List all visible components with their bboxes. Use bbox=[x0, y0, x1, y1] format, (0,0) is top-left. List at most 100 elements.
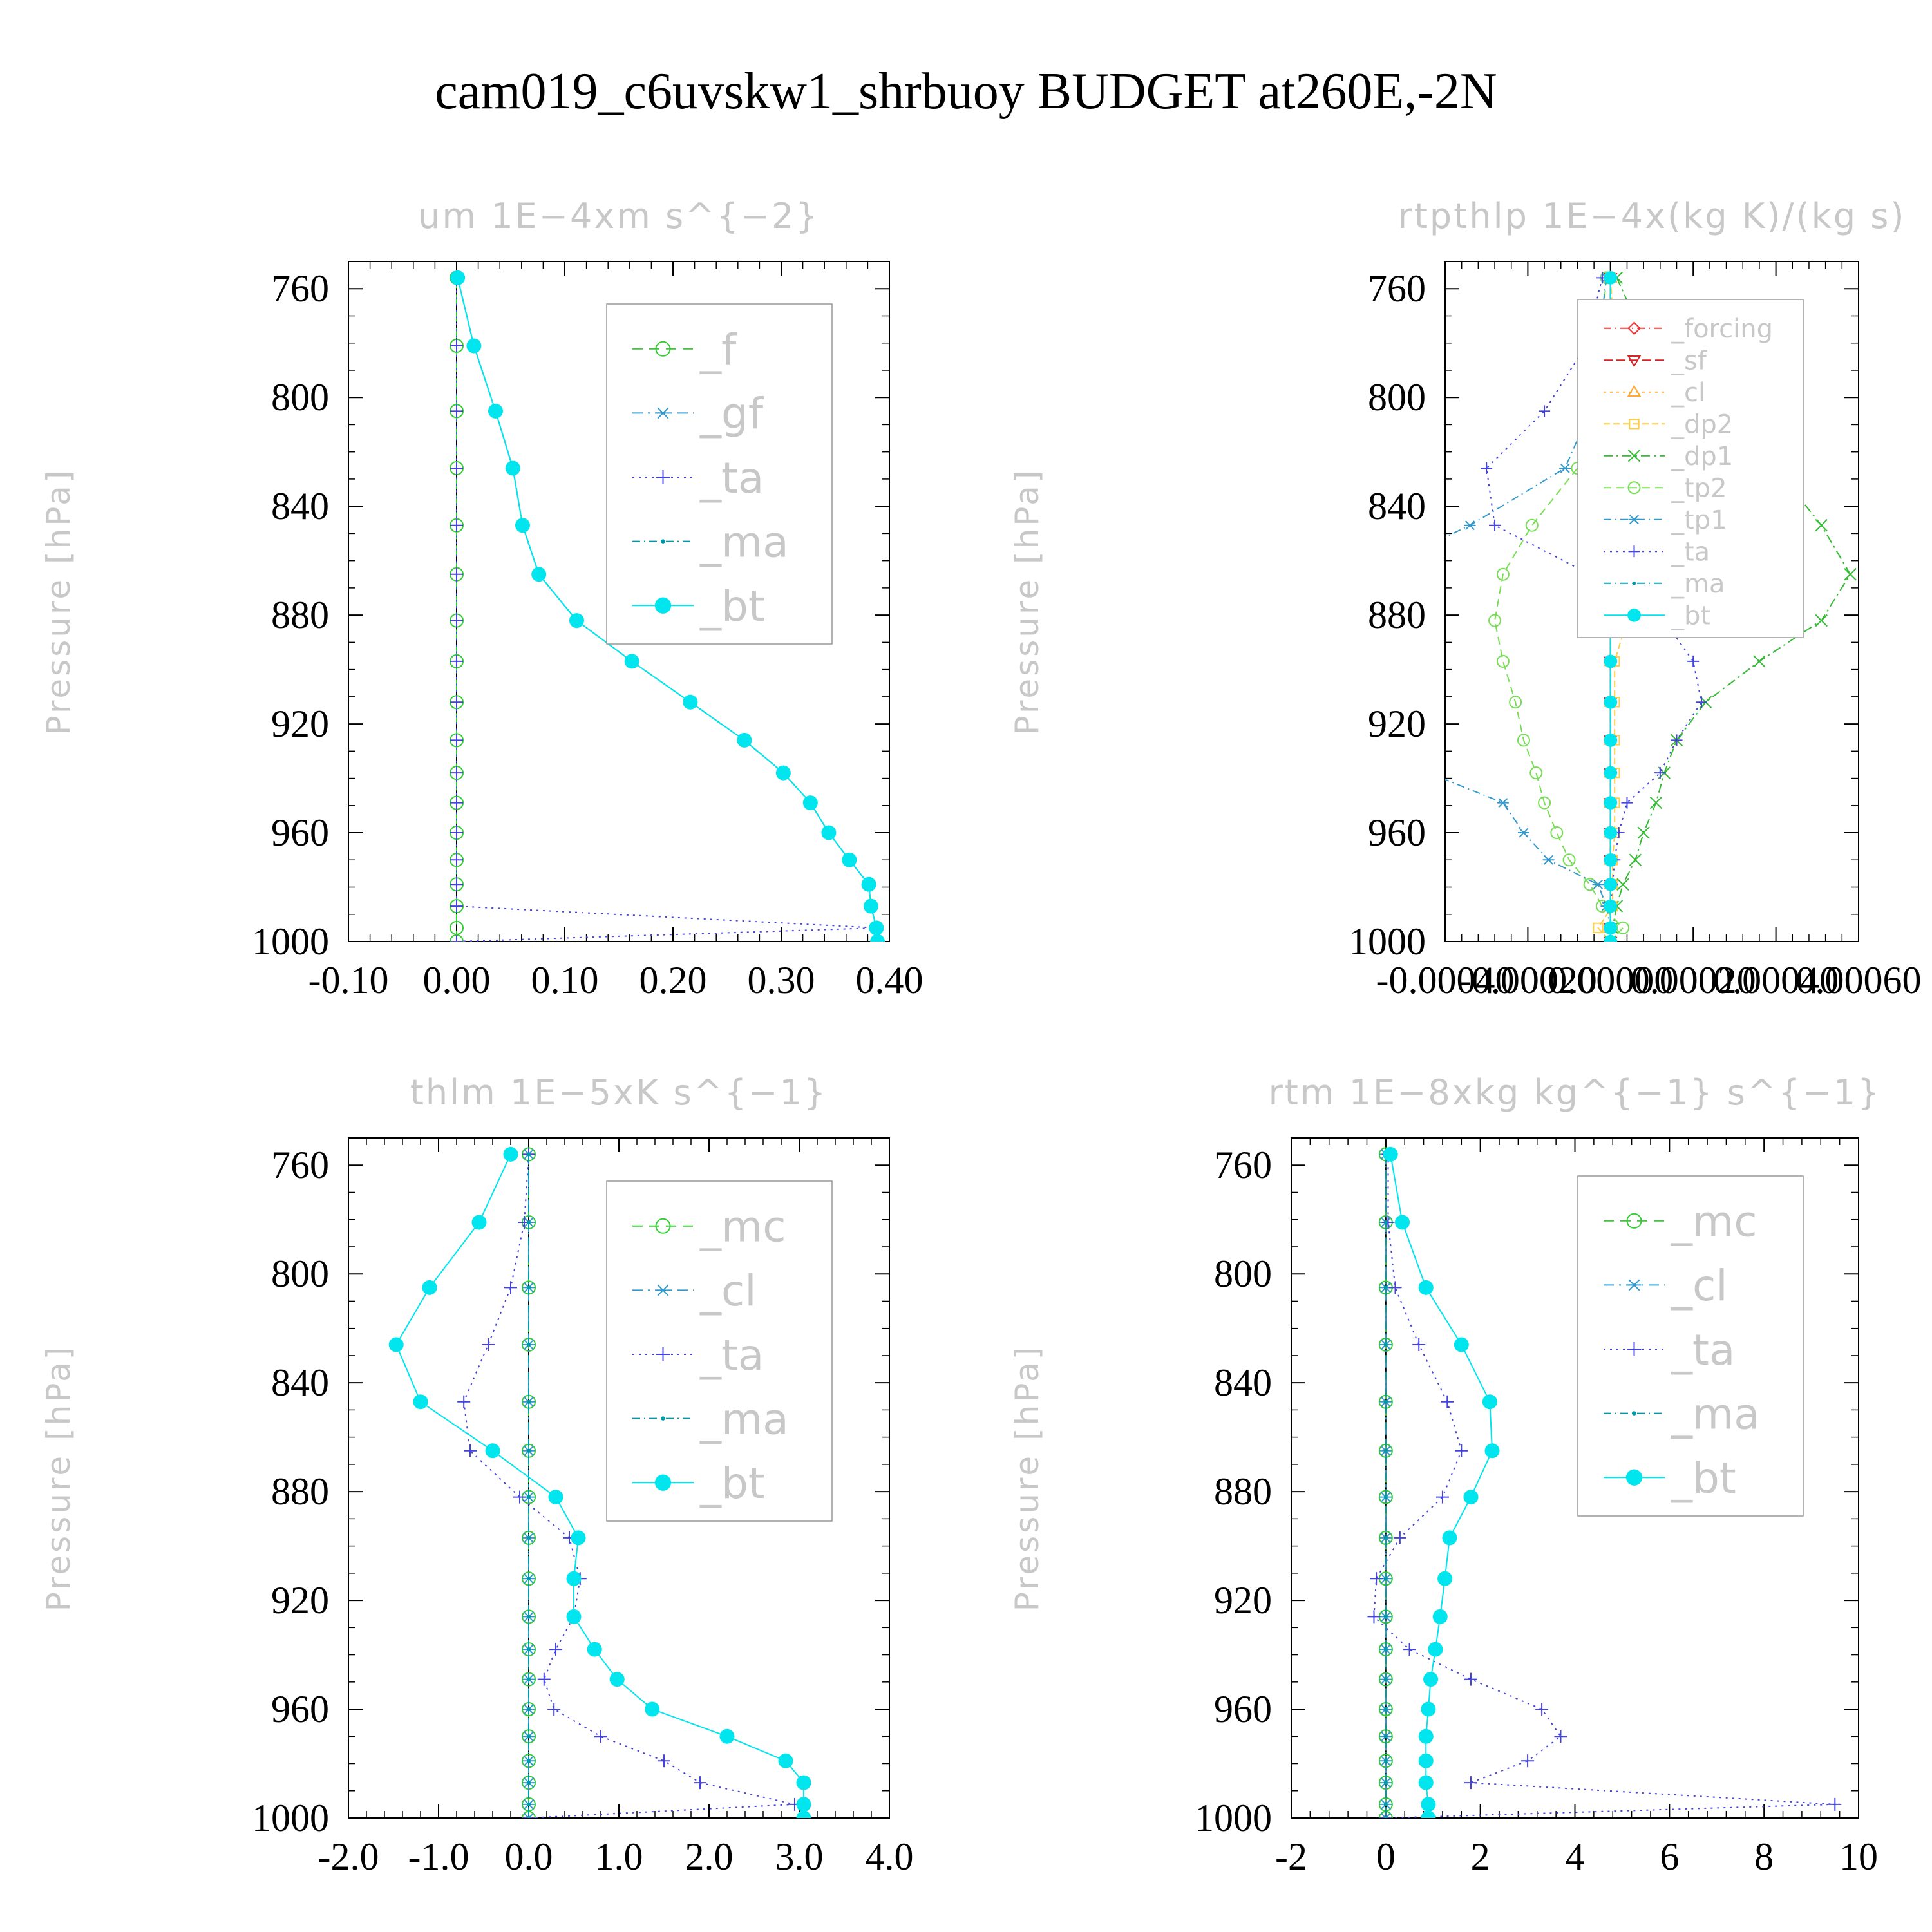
legend-marker bbox=[656, 470, 670, 484]
plot-area bbox=[388, 1146, 811, 1818]
legend-label: _sf bbox=[1671, 346, 1707, 376]
data-point bbox=[645, 1701, 660, 1717]
data-point bbox=[527, 1448, 531, 1453]
legend-marker bbox=[661, 539, 665, 544]
data-point bbox=[869, 920, 884, 936]
y-axis-label: Pressure [hPa] bbox=[1009, 1345, 1046, 1612]
legend-marker bbox=[1627, 481, 1641, 495]
data-point bbox=[527, 1495, 531, 1499]
data-point bbox=[1361, 570, 1372, 579]
data-point bbox=[1418, 1775, 1434, 1790]
data-point bbox=[450, 935, 463, 942]
data-point bbox=[719, 1728, 735, 1744]
data-point bbox=[1559, 463, 1571, 473]
data-point bbox=[1509, 696, 1522, 709]
data-point bbox=[569, 613, 584, 629]
data-point bbox=[1604, 826, 1618, 840]
legend-label: _cl bbox=[699, 1266, 757, 1316]
data-point bbox=[450, 462, 463, 475]
data-point bbox=[821, 825, 837, 840]
figure-title: cam019_c6uvskw1_shrbuoy BUDGET at260E,-2… bbox=[435, 63, 1497, 120]
legend-box bbox=[1577, 1175, 1804, 1517]
data-point bbox=[1357, 698, 1368, 707]
y-tick-label: 1000 bbox=[252, 1797, 329, 1839]
data-point bbox=[531, 567, 547, 582]
data-point bbox=[571, 1530, 586, 1546]
panel-title: rtpthlp 1E−4x(kg K)/(kg s) bbox=[1398, 196, 1906, 236]
data-point bbox=[527, 1399, 531, 1404]
legend-label: _ta bbox=[1671, 1325, 1735, 1375]
y-tick-label: 1000 bbox=[252, 920, 329, 963]
y-axis-label: Pressure [hPa] bbox=[40, 468, 77, 735]
data-point bbox=[1418, 1728, 1434, 1744]
data-point bbox=[1379, 1812, 1392, 1818]
y-tick-label: 920 bbox=[271, 703, 329, 745]
data-point bbox=[1629, 853, 1642, 866]
chart-panel-3: thlm 1E−5xK s^{−1} Pressure [hPa] -2.0 -1.0… bbox=[40, 1072, 914, 1878]
chart-panel-2: rtpthlp 1E−4x(kg K)/(kg s) Pressure [hPa]… bbox=[1009, 196, 1922, 1001]
data-point bbox=[1604, 766, 1618, 780]
data-point bbox=[1604, 695, 1618, 709]
panel-title: um 1E−4xm s^{−2} bbox=[418, 196, 820, 236]
legend-label: _bt bbox=[1671, 601, 1710, 631]
chart-panel-4: rtm 1E−8xkg kg^{−1} s^{−1} Pressure [hPa]… bbox=[1009, 1072, 1879, 1878]
data-point bbox=[1654, 767, 1666, 779]
data-point bbox=[1435, 1490, 1449, 1504]
data-point bbox=[1604, 734, 1618, 747]
data-point bbox=[527, 1759, 531, 1763]
data-point bbox=[1428, 1642, 1443, 1657]
data-point bbox=[1604, 899, 1618, 913]
data-point bbox=[1381, 1215, 1395, 1229]
legend-marker bbox=[1627, 450, 1641, 462]
y-tick-label: 960 bbox=[1368, 811, 1426, 854]
panels: um 1E−4xm s^{−2}Pressure [hPa]-0.10 0.00 0… bbox=[40, 196, 1922, 1878]
data-point bbox=[1592, 879, 1604, 889]
series-tp1 bbox=[1357, 272, 1616, 942]
data-point bbox=[549, 1643, 562, 1656]
data-point bbox=[1383, 1759, 1388, 1763]
y-tick-label: 880 bbox=[271, 594, 329, 636]
data-point bbox=[1421, 1797, 1436, 1812]
data-point bbox=[1383, 1535, 1388, 1540]
y-tick-label: 760 bbox=[1368, 267, 1426, 310]
y-tick-label: 960 bbox=[1214, 1688, 1272, 1730]
data-point bbox=[537, 1672, 551, 1686]
data-point bbox=[1562, 853, 1576, 867]
data-point bbox=[1604, 270, 1618, 285]
legend-label: _f bbox=[699, 325, 737, 375]
data-point bbox=[1403, 1643, 1416, 1656]
data-point bbox=[1383, 1448, 1388, 1453]
legend: _mc _cl _ta _ma _bt bbox=[1577, 1175, 1804, 1517]
data-point bbox=[1383, 1146, 1398, 1162]
legend-label: _ma bbox=[699, 1394, 789, 1444]
x-tick-label: -2 bbox=[1275, 1835, 1307, 1878]
data-point bbox=[450, 900, 463, 913]
legend-label: _ta bbox=[1671, 538, 1710, 567]
legend-marker bbox=[1627, 321, 1641, 336]
data-point bbox=[1696, 696, 1708, 708]
x-tick-label: 4 bbox=[1566, 1835, 1585, 1878]
data-point bbox=[1421, 1701, 1436, 1717]
x-tick-label: 0.40 bbox=[856, 959, 923, 1001]
data-point bbox=[1616, 878, 1629, 891]
data-point bbox=[1370, 1572, 1383, 1586]
data-point bbox=[566, 1571, 582, 1586]
legend: _forcing_sf_cl_dp2_dp1 _tp2_tp1 _ta_ma_bt bbox=[1577, 299, 1804, 638]
y-tick-label: 800 bbox=[1214, 1253, 1272, 1295]
data-point bbox=[485, 1443, 500, 1459]
x-tick-label: 0 bbox=[1376, 1835, 1396, 1878]
data-point bbox=[527, 1343, 531, 1347]
data-point bbox=[624, 654, 639, 669]
x-tick-label: 0.30 bbox=[748, 959, 815, 1001]
legend: _mc _cl _ta _ma _bt bbox=[606, 1180, 833, 1522]
series-bt bbox=[388, 1146, 811, 1818]
y-tick-label: 800 bbox=[271, 376, 329, 419]
data-point bbox=[1418, 1753, 1434, 1768]
series-line bbox=[456, 278, 878, 942]
legend-marker bbox=[1632, 582, 1636, 585]
data-point bbox=[505, 460, 520, 476]
y-tick-label: 880 bbox=[271, 1470, 329, 1513]
data-point bbox=[457, 1395, 471, 1408]
series-line bbox=[1390, 1154, 1493, 1818]
data-point bbox=[1604, 796, 1618, 810]
